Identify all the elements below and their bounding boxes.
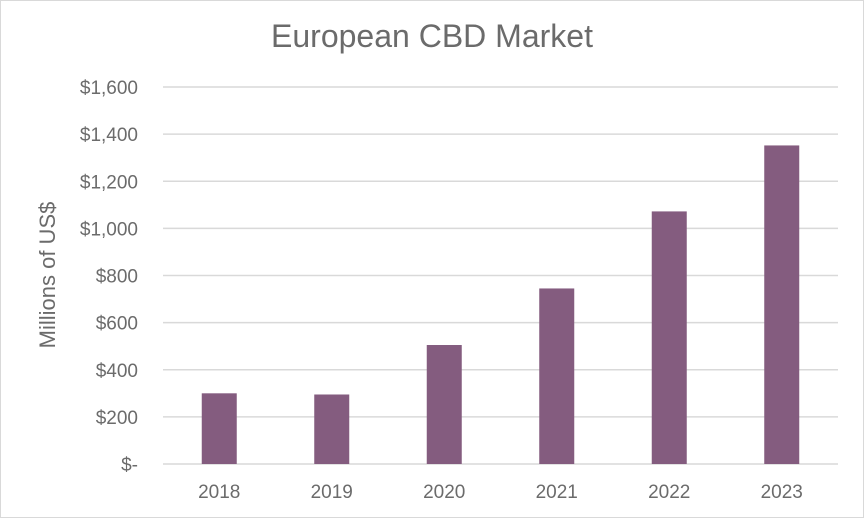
y-tick-label: $1,600 — [80, 78, 138, 99]
chart-title: European CBD Market — [271, 18, 593, 54]
bar-2020 — [426, 345, 462, 464]
gridlines — [163, 86, 838, 465]
bar-2019 — [314, 394, 350, 464]
x-tick-label: 2023 — [761, 482, 803, 503]
x-tick-label: 2019 — [311, 482, 353, 503]
bar-2022 — [651, 211, 687, 464]
y-tick-label: $1,400 — [80, 125, 138, 146]
x-tick-label: 2021 — [536, 482, 578, 503]
y-tick-label: $800 — [96, 267, 138, 288]
y-tick-label: $1,000 — [80, 219, 138, 240]
x-tick-label: 2018 — [198, 482, 240, 503]
bar-2018 — [201, 393, 237, 464]
x-tick-label: 2022 — [648, 482, 690, 503]
y-tick-labels: $- $200 $400 $600 $800 $1,000 $1,200 $1,400 $1,6… — [80, 78, 138, 476]
x-tick-labels: 2018 2019 2020 2021 2022 2023 — [198, 482, 803, 503]
x-tick-label: 2020 — [423, 482, 465, 503]
bar-2021 — [539, 288, 575, 464]
y-tick-label: $600 — [96, 314, 138, 335]
bars — [201, 145, 800, 464]
y-tick-label: $1,200 — [80, 172, 138, 193]
y-tick-label: $- — [121, 455, 138, 476]
y-tick-label: $400 — [96, 361, 138, 382]
bar-2023 — [764, 145, 800, 464]
y-tick-label: $200 — [96, 408, 138, 429]
